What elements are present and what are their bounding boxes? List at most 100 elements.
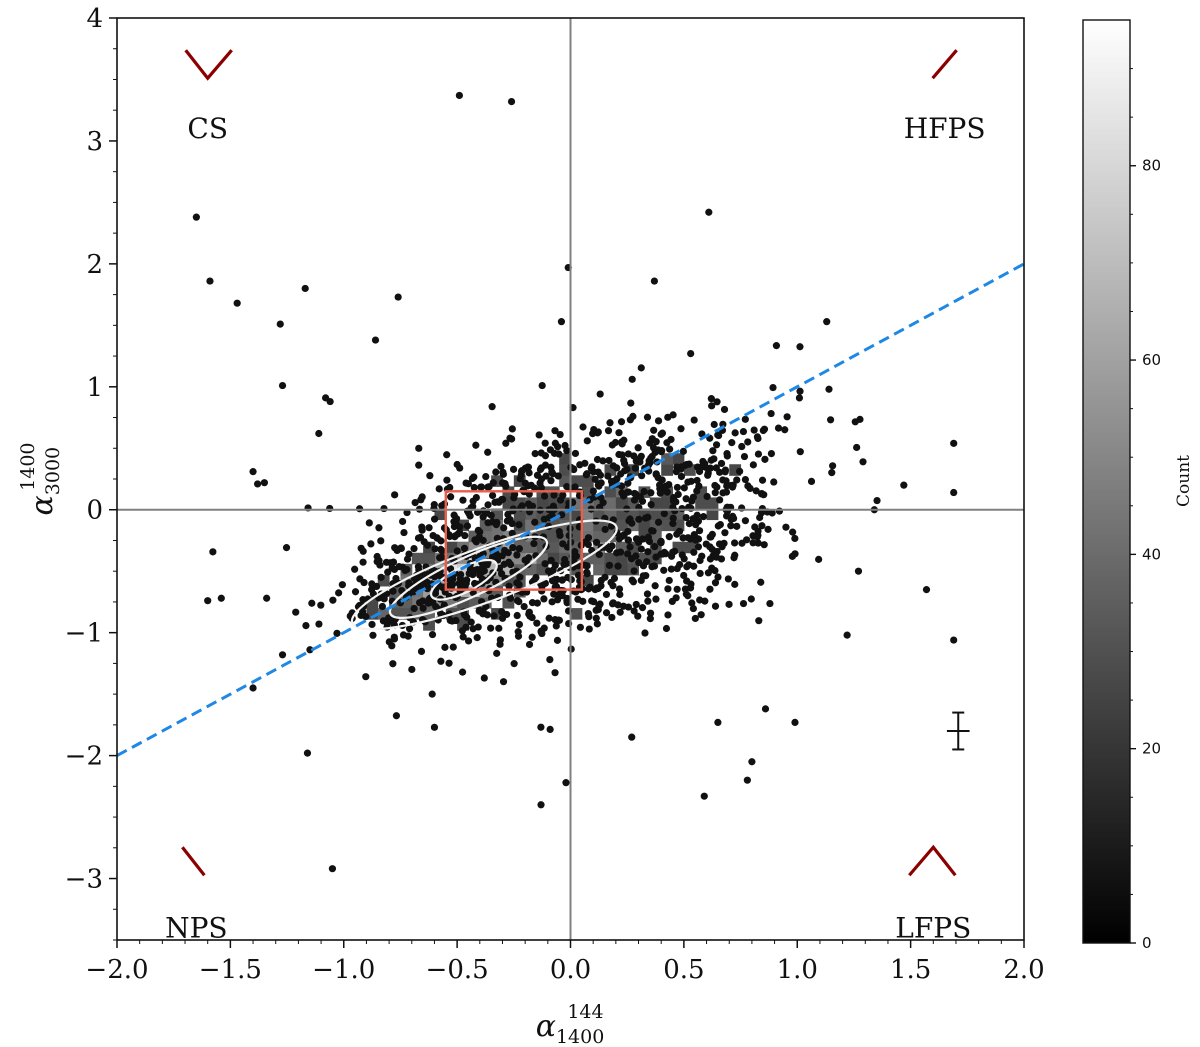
y-tick-label: −1 <box>65 619 103 649</box>
scatter-point <box>359 558 367 566</box>
colorbar-tick-label: 20 <box>1142 740 1161 758</box>
scatter-point <box>435 485 443 493</box>
scatter-point <box>414 563 423 571</box>
scatter-point <box>615 585 624 593</box>
scatter-point <box>685 561 693 569</box>
scatter-point <box>263 594 271 602</box>
scatter-point <box>605 561 614 569</box>
scatter-point <box>701 597 709 605</box>
scatter-point <box>646 609 655 617</box>
scatter-point <box>623 488 632 496</box>
scatter-point <box>704 471 712 479</box>
scatter-point <box>678 504 686 513</box>
scatter-point <box>409 588 418 596</box>
scatter-point <box>438 583 446 591</box>
scatter-point <box>556 430 564 439</box>
scatter-point <box>692 536 700 544</box>
scatter-point <box>438 553 446 561</box>
scatter-point <box>650 543 659 551</box>
density-cell <box>468 597 481 609</box>
density-cell <box>638 552 651 565</box>
scatter-point <box>815 555 823 563</box>
scatter-point <box>743 776 751 784</box>
scatter-point <box>754 434 762 443</box>
scatter-point <box>278 381 287 390</box>
scatter-point <box>547 556 555 564</box>
colorbar-tick-label: 60 <box>1142 351 1161 369</box>
corner-marker-lfps <box>908 844 957 877</box>
scatter-point <box>618 438 626 446</box>
scatter-point <box>553 596 562 604</box>
scatter-point <box>614 562 622 570</box>
scatter-point <box>691 614 699 623</box>
density-cell <box>536 508 549 521</box>
y-tick-label: 3 <box>86 127 103 157</box>
scatter-point <box>483 611 492 619</box>
scatter-point <box>478 568 487 576</box>
scatter-point <box>518 467 526 475</box>
scatter-point <box>521 556 529 564</box>
scatter-point <box>706 533 714 541</box>
scatter-point <box>616 608 624 616</box>
density-cell <box>627 508 640 521</box>
scatter-point <box>360 578 368 587</box>
scatter-point <box>775 507 784 515</box>
scatter-point <box>724 575 732 583</box>
scatter-point <box>373 552 381 561</box>
density-cell <box>536 552 549 565</box>
colorbar-title: Count <box>1174 455 1194 507</box>
scatter-point <box>487 624 495 632</box>
density-cell <box>581 519 594 532</box>
scatter-point <box>326 504 334 513</box>
scatter-point <box>649 527 657 535</box>
density-cell <box>706 508 719 521</box>
scatter-point <box>563 543 572 551</box>
x-axis-title-sup: 144 <box>567 1001 603 1023</box>
density-cell <box>570 475 583 487</box>
scatter-point <box>665 533 673 541</box>
scatter-point <box>384 568 392 576</box>
scatter-point <box>654 474 662 482</box>
scatter-point <box>459 633 467 641</box>
scatter-point <box>698 430 706 438</box>
scatter-point <box>335 589 343 597</box>
scatter-point <box>541 439 549 447</box>
density-cell <box>604 508 617 521</box>
density-cell <box>423 619 435 631</box>
scatter-point <box>712 441 721 449</box>
scatter-point <box>378 602 387 611</box>
density-cell <box>491 508 503 521</box>
scatter-point <box>514 632 523 640</box>
scatter-point <box>437 545 445 553</box>
colorbar-tick-label: 0 <box>1142 934 1152 952</box>
scatter-point <box>485 483 493 491</box>
scatter-point <box>559 491 567 499</box>
scatter-point <box>418 493 426 501</box>
scatter-point <box>657 550 665 558</box>
scatter-point <box>796 343 804 351</box>
density-cell <box>649 508 662 521</box>
scatter-point <box>509 543 517 552</box>
scatter-point <box>761 705 770 713</box>
scatter-point <box>545 614 553 622</box>
scatter-point <box>328 865 337 873</box>
scatter-point <box>636 493 644 501</box>
scatter-point <box>644 548 652 556</box>
scatter-point <box>362 613 370 621</box>
density-cell <box>604 552 617 565</box>
scatter-point <box>922 586 931 594</box>
scatter-point <box>583 562 591 570</box>
scatter-point <box>750 426 758 434</box>
scatter-point <box>509 465 518 473</box>
scatter-point <box>515 521 523 529</box>
scatter-point <box>638 472 646 480</box>
scatter-point <box>749 461 757 469</box>
scatter-point <box>551 577 559 585</box>
scatter-point <box>795 394 804 402</box>
scatter-point <box>551 669 559 677</box>
density-cell <box>593 497 606 510</box>
scatter-point <box>731 429 739 437</box>
scatter-point <box>677 472 686 481</box>
scatter-point <box>548 468 556 476</box>
density-cell <box>366 597 379 609</box>
